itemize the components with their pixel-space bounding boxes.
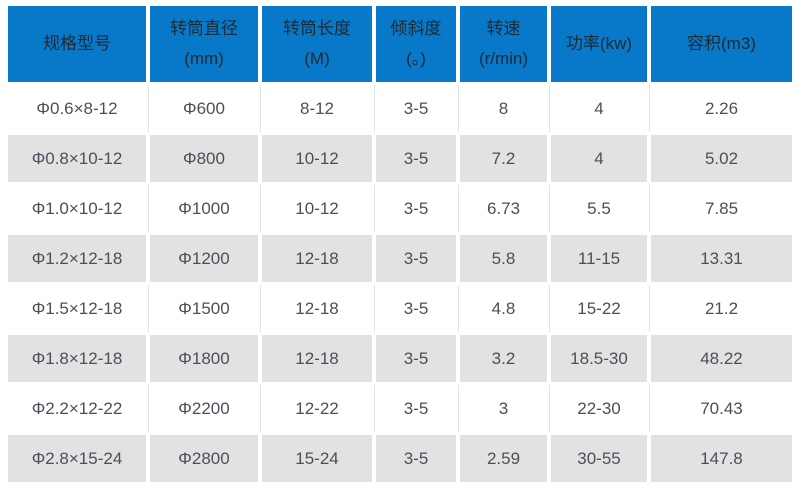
header-row: 规格型号 转筒直径 (mm) 转筒长度 (M) 倾斜度 (。) 转速 (r/mi… [8,6,792,82]
table-cell: Φ1000 [150,185,261,232]
table-cell: 8-12 [262,85,375,132]
table-row: Φ0.8×10-12 Φ800 10-12 3-5 7.2 4 5.02 [8,135,792,182]
table-cell: 22-30 [551,385,650,432]
table-row: Φ1.5×12-18 Φ1500 12-18 3-5 4.8 15-22 21.… [8,285,792,332]
table-row: Φ2.2×12-22 Φ2200 12-22 3-5 3 22-30 70.43 [8,385,792,432]
column-header-label: 倾斜度 [390,19,442,38]
table-cell: 4.8 [460,285,550,332]
table-cell: 3-5 [376,435,456,482]
column-header-unit: (M) [304,49,330,68]
table-row: Φ2.8×15-24 Φ2800 15-24 3-5 2.59 30-55 14… [8,435,792,482]
column-header-spec-model: 规格型号 [8,6,146,82]
table-row: Φ1.2×12-18 Φ1200 12-18 3-5 5.8 11-15 13.… [8,235,792,282]
table-cell: Φ1.8×12-18 [8,335,146,382]
table-cell: 3-5 [376,185,459,232]
table-cell: 2.26 [651,85,792,132]
column-header-label: 功率(kw) [565,34,633,53]
table-cell: 13.31 [651,235,792,282]
column-header-drum-length: 转筒长度 (M) [262,6,372,82]
table-cell: 5.8 [460,235,547,282]
column-header-label: 转速 [486,19,521,38]
table-cell: 3-5 [376,135,456,182]
table-cell: 12-18 [262,285,375,332]
table-cell: 3.2 [460,335,547,382]
table-cell: Φ1500 [150,285,261,332]
column-header-power: 功率(kw) [551,6,647,82]
column-header-rotation-speed: 转速 (r/min) [460,6,547,82]
table-cell: Φ1.5×12-18 [8,285,149,332]
column-header-unit: (。) [406,49,426,68]
table-cell: 30-55 [551,435,647,482]
table-cell: Φ2200 [150,385,261,432]
table-row: Φ1.0×10-12 Φ1000 10-12 3-5 6.73 5.5 7.85 [8,185,792,232]
table-cell: 7.85 [651,185,792,232]
table-cell: 12-18 [262,235,372,282]
table-cell: 6.73 [460,185,550,232]
column-header-drum-diameter: 转筒直径 (mm) [150,6,258,82]
table-cell: Φ0.8×10-12 [8,135,146,182]
column-header-unit: (mm) [184,49,224,68]
table-cell: Φ1.2×12-18 [8,235,146,282]
table-cell: 8 [460,85,550,132]
table-cell: 10-12 [262,185,375,232]
table-row: Φ1.8×12-18 Φ1800 12-18 3-5 3.2 18.5-30 4… [8,335,792,382]
table-cell: 3 [460,385,550,432]
table-cell: Φ1200 [150,235,258,282]
table-cell: 10-12 [262,135,372,182]
table-cell: 3-5 [376,235,456,282]
column-header-inclination: 倾斜度 (。) [376,6,456,82]
table-cell: 18.5-30 [551,335,647,382]
table-cell: 3-5 [376,285,459,332]
column-header-label: 容积(m3) [687,34,756,53]
table-cell: 3-5 [376,385,459,432]
table-cell: 7.2 [460,135,547,182]
table-cell: Φ1800 [150,335,258,382]
spec-table-header: 规格型号 转筒直径 (mm) 转筒长度 (M) 倾斜度 (。) 转速 (r/mi… [8,6,792,82]
table-cell: 147.8 [651,435,792,482]
table-cell: 70.43 [651,385,792,432]
spec-table: 规格型号 转筒直径 (mm) 转筒长度 (M) 倾斜度 (。) 转速 (r/mi… [4,3,796,485]
table-cell: 3-5 [376,85,459,132]
table-cell: Φ800 [150,135,258,182]
table-cell: Φ2.8×15-24 [8,435,146,482]
column-header-volume: 容积(m3) [651,6,792,82]
table-row: Φ0.6×8-12 Φ600 8-12 3-5 8 4 2.26 [8,85,792,132]
table-cell: Φ2.2×12-22 [8,385,149,432]
table-cell: 21.2 [651,285,792,332]
table-cell: Φ2800 [150,435,258,482]
table-cell: 15-22 [551,285,650,332]
column-header-unit: (r/min) [478,49,529,68]
column-header-label: 规格型号 [43,34,111,53]
table-cell: 12-18 [262,335,372,382]
table-cell: 11-15 [551,235,647,282]
table-cell: 5.5 [551,185,650,232]
table-cell: 3-5 [376,335,456,382]
table-cell: 4 [551,135,647,182]
table-cell: Φ600 [150,85,261,132]
table-cell: 5.02 [651,135,792,182]
column-header-label: 转筒长度 [283,19,351,38]
table-cell: 15-24 [262,435,372,482]
table-cell: 4 [551,85,650,132]
spec-table-body: Φ0.6×8-12 Φ600 8-12 3-5 8 4 2.26 Φ0.8×10… [8,85,792,482]
column-header-label: 转筒直径 [170,19,238,38]
table-cell: 48.22 [651,335,792,382]
table-cell: 12-22 [262,385,375,432]
table-cell: Φ1.0×10-12 [8,185,149,232]
table-cell: Φ0.6×8-12 [8,85,149,132]
table-cell: 2.59 [460,435,547,482]
